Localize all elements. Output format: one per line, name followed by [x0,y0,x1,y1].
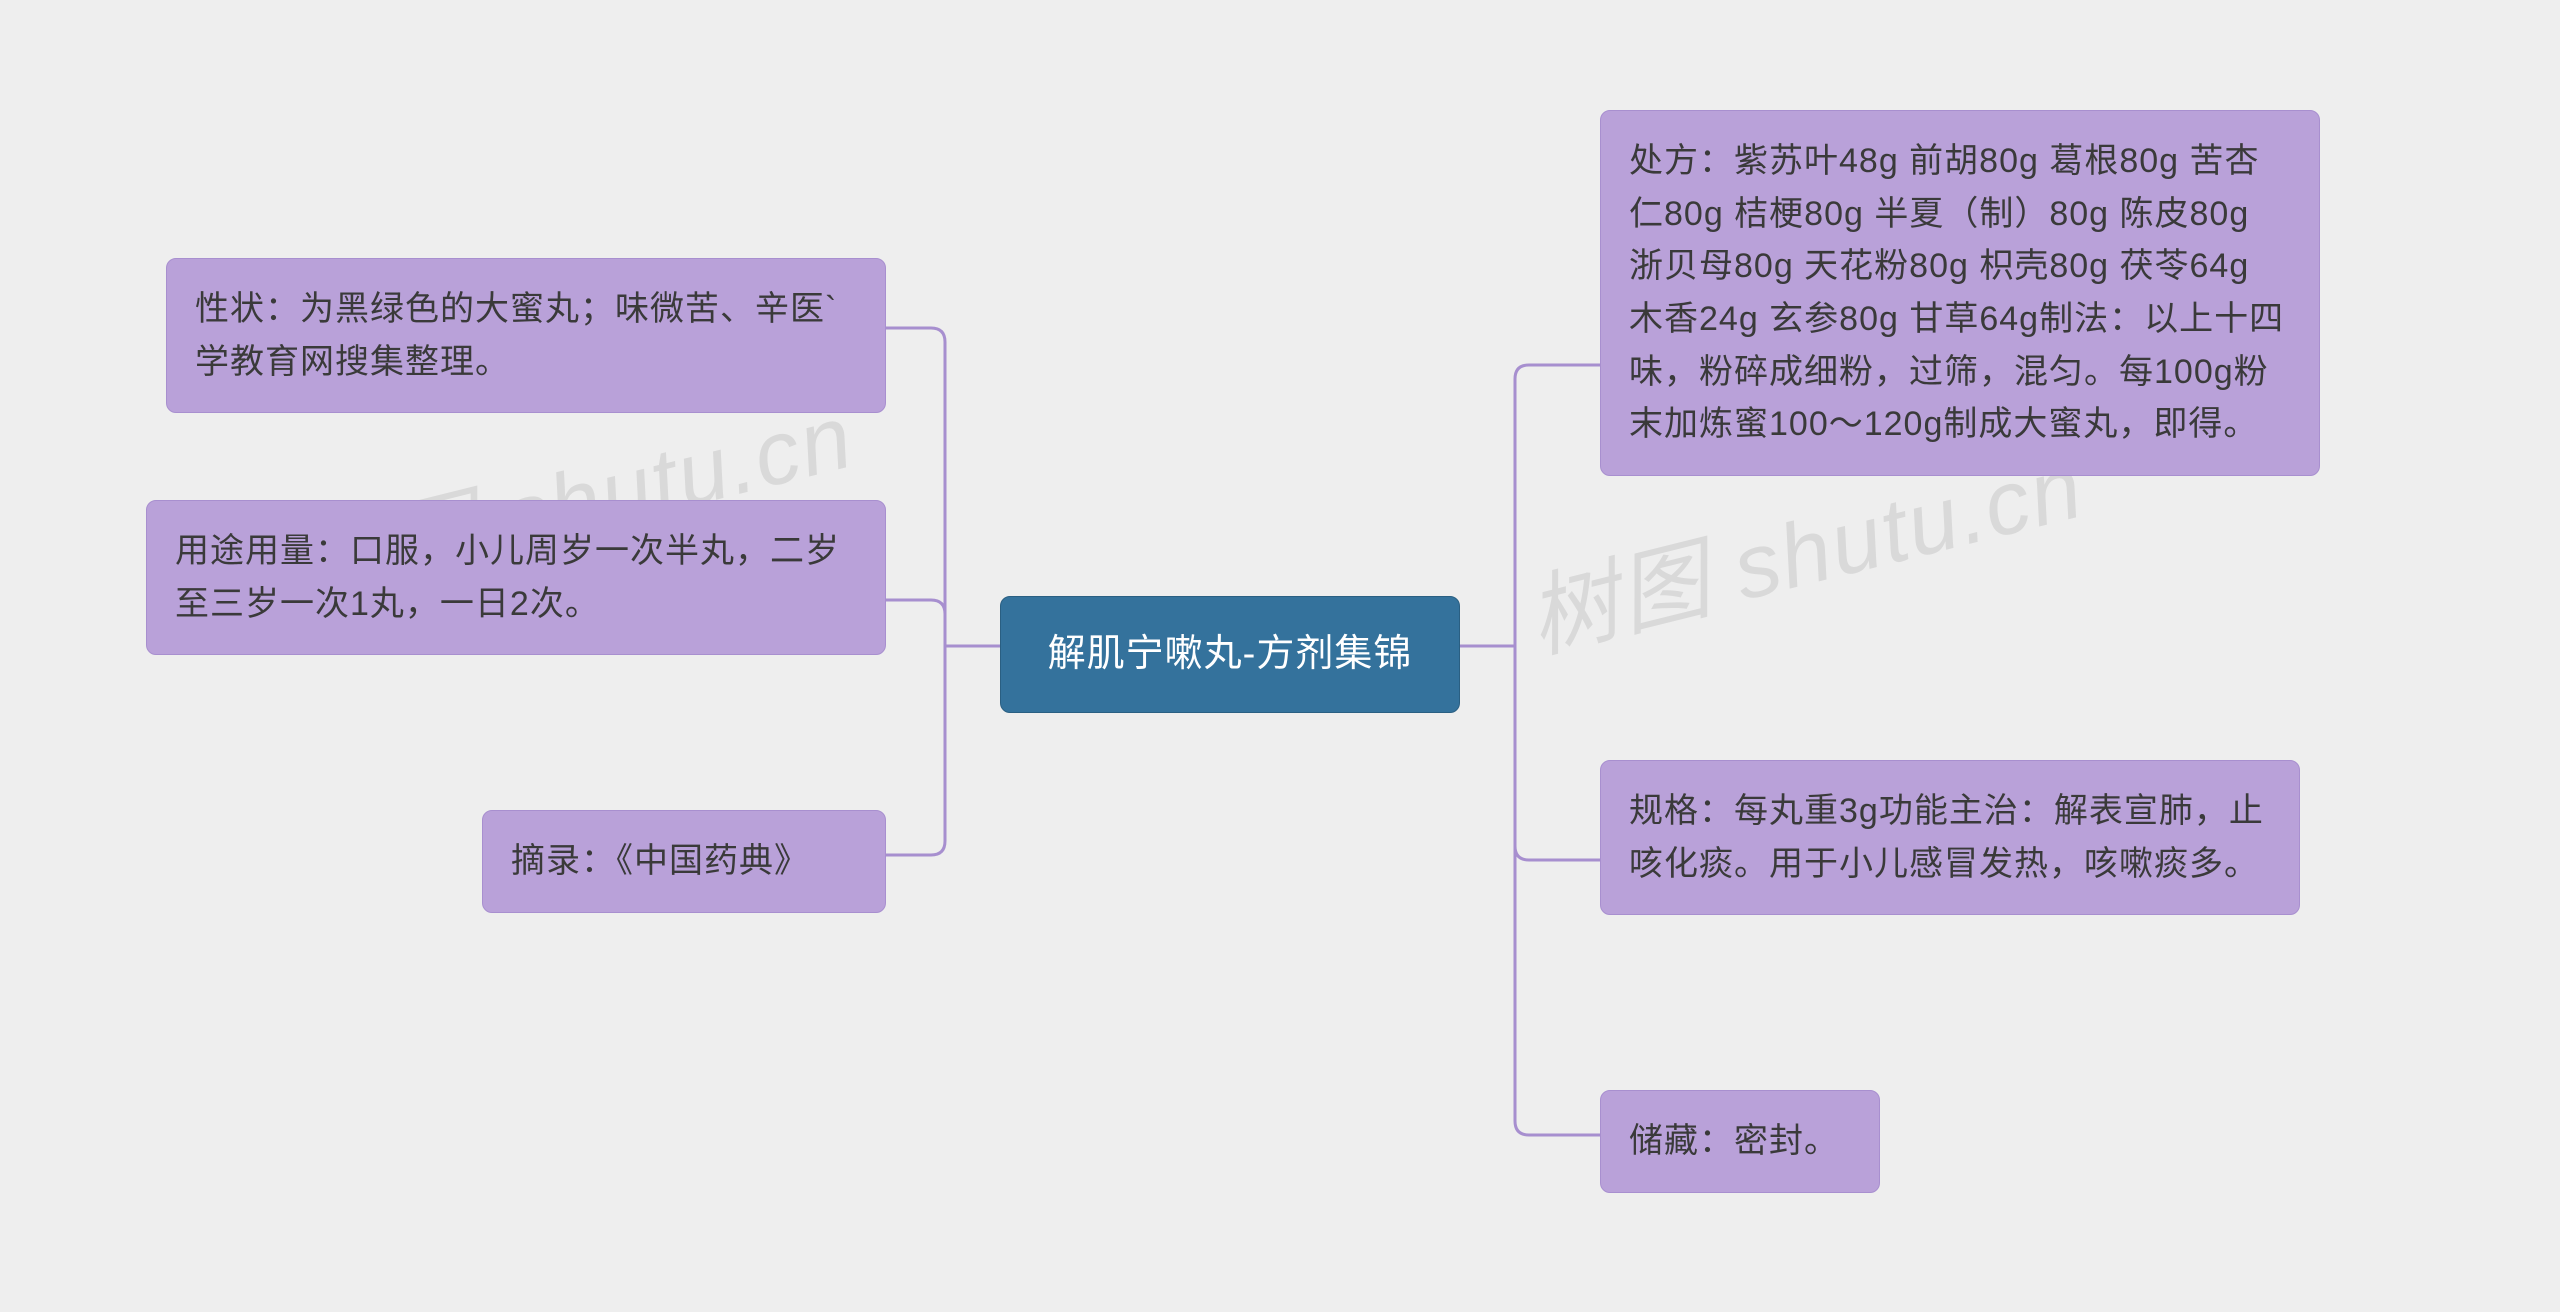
right-node-prescription: 处方：紫苏叶48g 前胡80g 葛根80g 苦杏仁80g 桔梗80g 半夏（制）… [1600,110,2320,476]
center-node: 解肌宁嗽丸-方剂集锦 [1000,596,1460,713]
left-node-properties: 性状：为黑绿色的大蜜丸；味微苦、辛医`学教育网搜集整理。 [166,258,886,413]
right-node-storage: 储藏：密封。 [1600,1090,1880,1193]
left-node-dosage: 用途用量：口服，小儿周岁一次半丸，二岁至三岁一次1丸，一日2次。 [146,500,886,655]
right-node-spec: 规格：每丸重3g功能主治：解表宣肺，止咳化痰。用于小儿感冒发热，咳嗽痰多。 [1600,760,2300,915]
left-node-source: 摘录：《中国药典》 [482,810,886,913]
